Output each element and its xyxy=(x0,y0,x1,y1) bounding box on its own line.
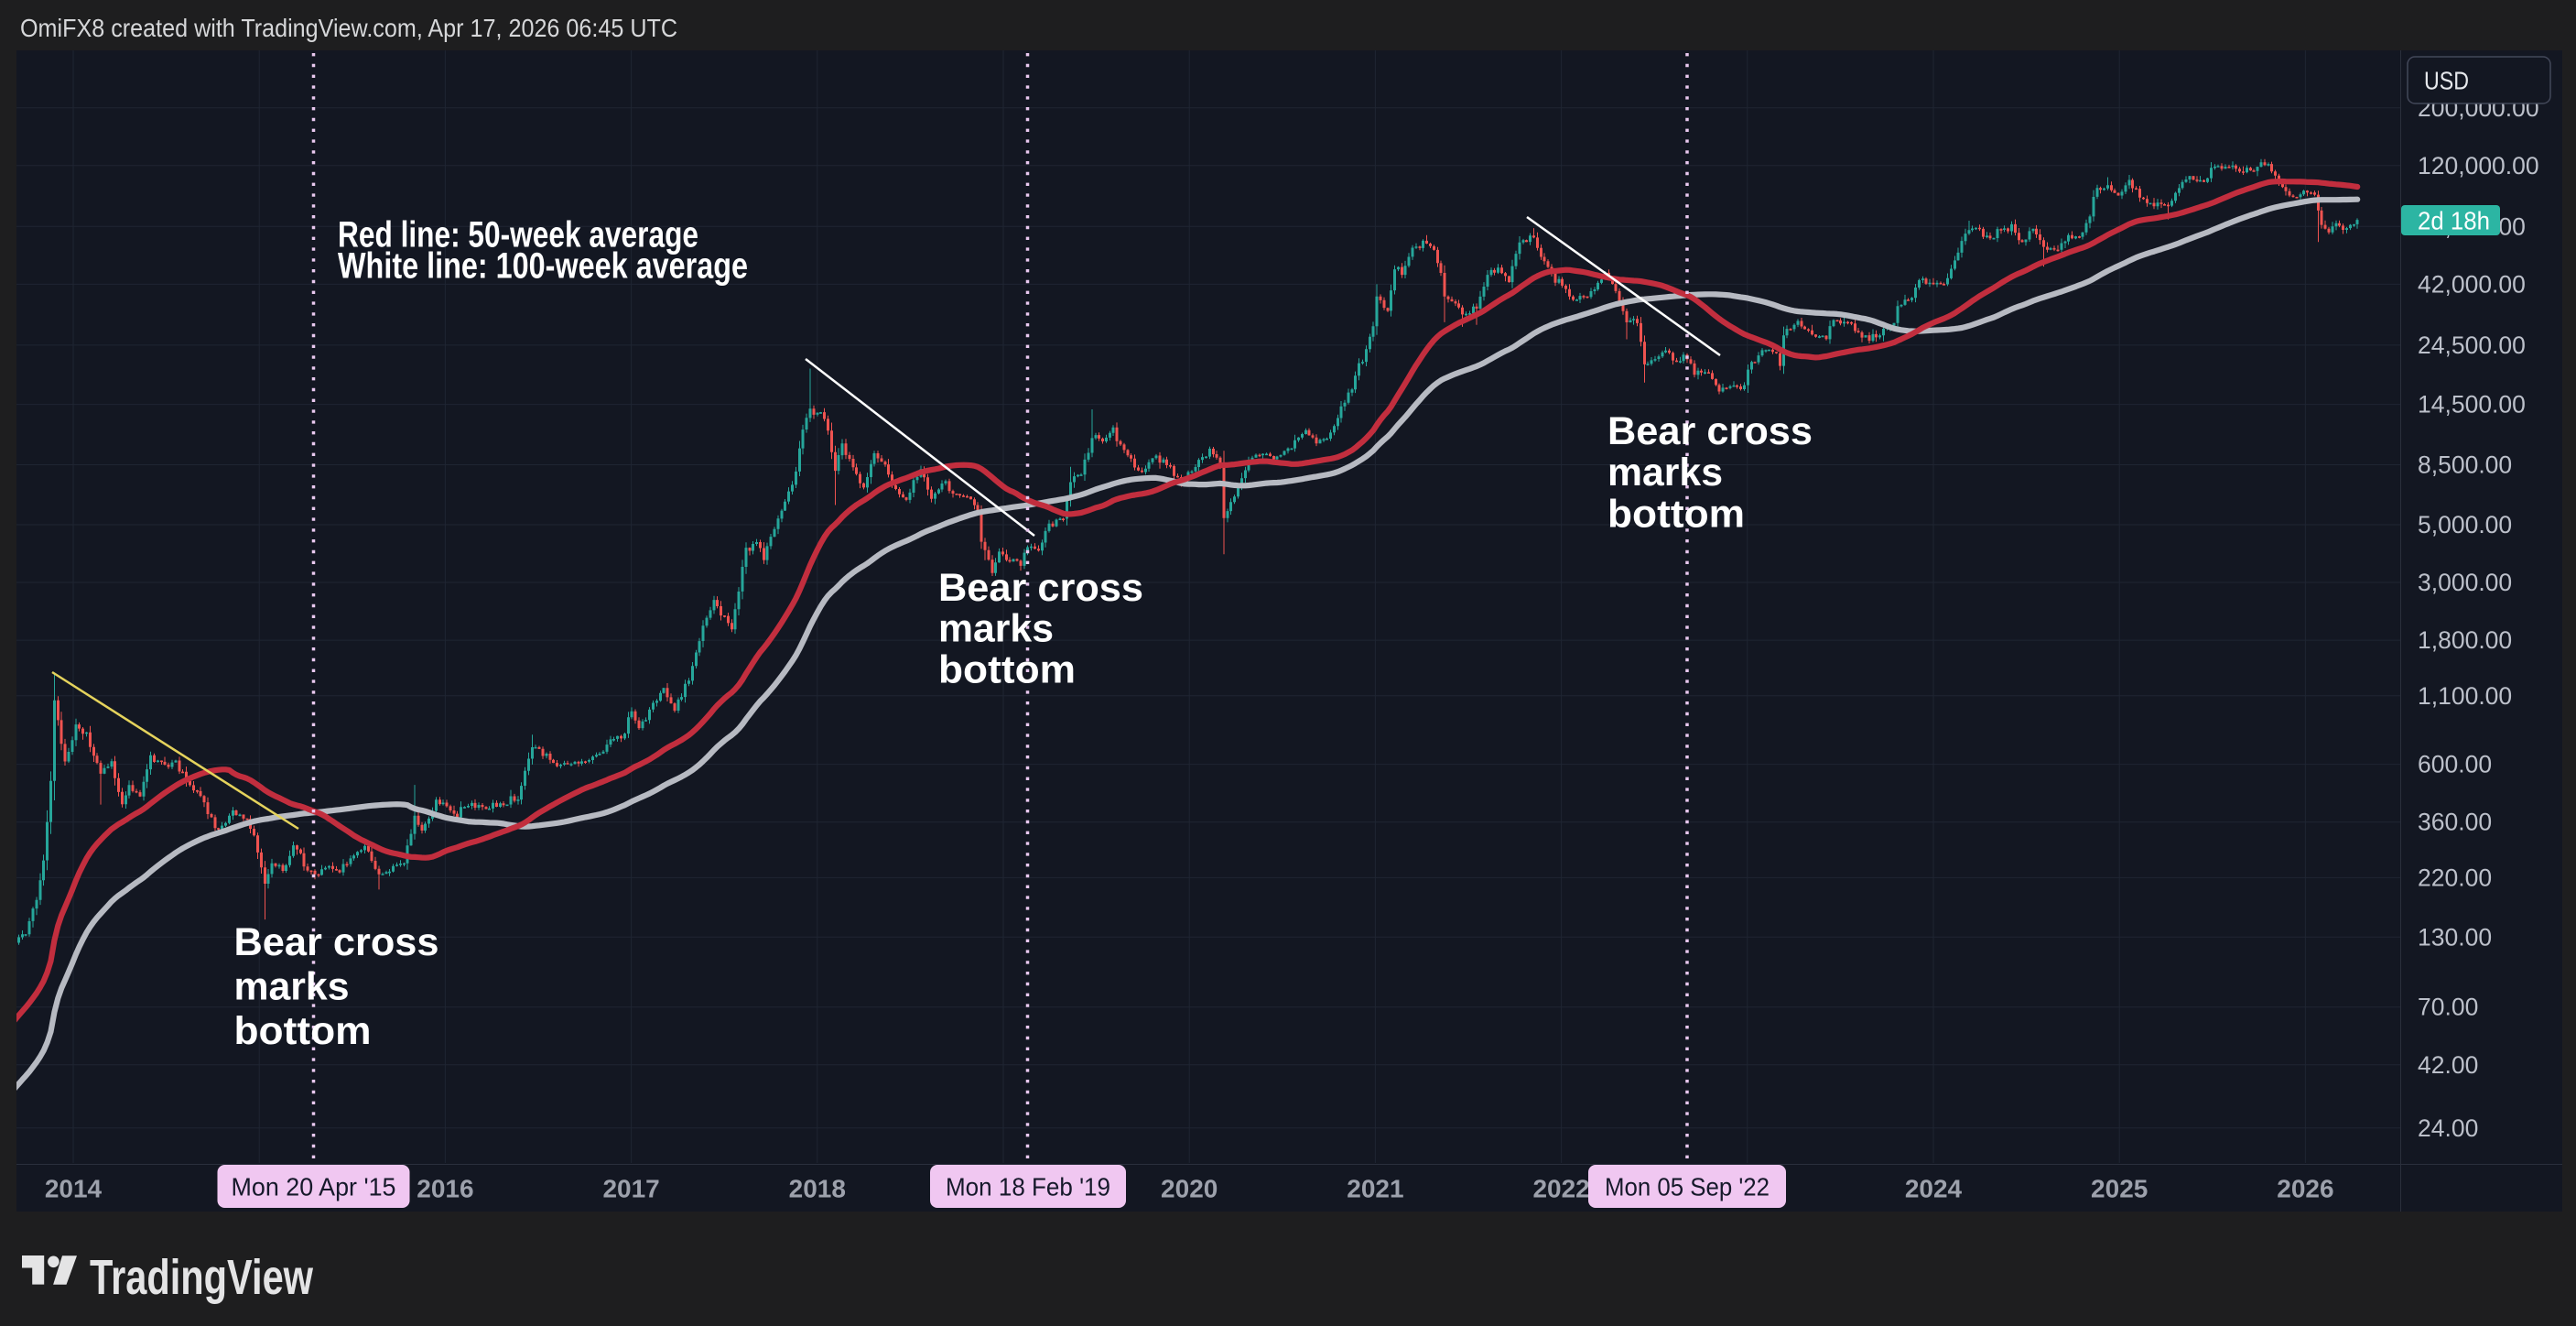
svg-text:3,000.00: 3,000.00 xyxy=(2418,569,2512,596)
svg-text:42.00: 42.00 xyxy=(2418,1051,2478,1079)
svg-text:220.00: 220.00 xyxy=(2418,864,2492,891)
svg-text:2025: 2025 xyxy=(2091,1175,2148,1203)
svg-text:marks: marks xyxy=(234,965,350,1009)
svg-text:Red line: 50-week average: Red line: 50-week average xyxy=(338,215,698,255)
svg-text:2017: 2017 xyxy=(602,1175,659,1203)
svg-text:TradingView: TradingView xyxy=(90,1250,314,1305)
svg-text:White line: 100-week average: White line: 100-week average xyxy=(338,246,748,287)
svg-text:OmiFX8 created with TradingVie: OmiFX8 created with TradingView.com, Apr… xyxy=(20,14,677,42)
svg-text:2014: 2014 xyxy=(45,1175,103,1203)
svg-text:2021: 2021 xyxy=(1347,1175,1403,1203)
svg-text:Mon 18 Feb '19: Mon 18 Feb '19 xyxy=(946,1173,1110,1201)
svg-text:5,000.00: 5,000.00 xyxy=(2418,511,2512,538)
svg-text:USD: USD xyxy=(2424,67,2469,95)
svg-text:120,000.00: 120,000.00 xyxy=(2418,152,2539,179)
svg-text:2020: 2020 xyxy=(1161,1175,1218,1203)
svg-text:24,500.00: 24,500.00 xyxy=(2418,332,2526,359)
svg-text:2024: 2024 xyxy=(1905,1175,1963,1203)
svg-text:bottom: bottom xyxy=(1607,492,1745,536)
svg-text:Bear cross: Bear cross xyxy=(938,566,1143,610)
svg-text:marks: marks xyxy=(938,607,1054,651)
svg-text:360.00: 360.00 xyxy=(2418,809,2492,836)
svg-text:Bear cross: Bear cross xyxy=(1607,409,1813,453)
svg-text:Mon 20 Apr '15: Mon 20 Apr '15 xyxy=(232,1173,396,1201)
svg-text:130.00: 130.00 xyxy=(2418,923,2492,951)
svg-text:2018: 2018 xyxy=(789,1175,846,1203)
svg-text:marks: marks xyxy=(1607,451,1723,495)
svg-text:14,500.00: 14,500.00 xyxy=(2418,391,2526,418)
svg-text:2026: 2026 xyxy=(2277,1175,2333,1203)
svg-text:70.00: 70.00 xyxy=(2418,994,2478,1021)
svg-text:600.00: 600.00 xyxy=(2418,751,2492,778)
svg-text:2022: 2022 xyxy=(1532,1175,1589,1203)
svg-text:1,800.00: 1,800.00 xyxy=(2418,626,2512,654)
svg-text:8,500.00: 8,500.00 xyxy=(2418,451,2512,479)
svg-text:42,000.00: 42,000.00 xyxy=(2418,270,2526,298)
svg-text:Mon 05 Sep '22: Mon 05 Sep '22 xyxy=(1605,1173,1770,1201)
svg-text:bottom: bottom xyxy=(234,1009,372,1053)
svg-text:bottom: bottom xyxy=(938,647,1076,691)
svg-text:2d 18h: 2d 18h xyxy=(2418,207,2490,235)
svg-text:2016: 2016 xyxy=(417,1175,473,1203)
svg-text:1,100.00: 1,100.00 xyxy=(2418,682,2512,710)
svg-text:Bear cross: Bear cross xyxy=(234,920,439,964)
svg-text:24.00: 24.00 xyxy=(2418,1114,2478,1142)
